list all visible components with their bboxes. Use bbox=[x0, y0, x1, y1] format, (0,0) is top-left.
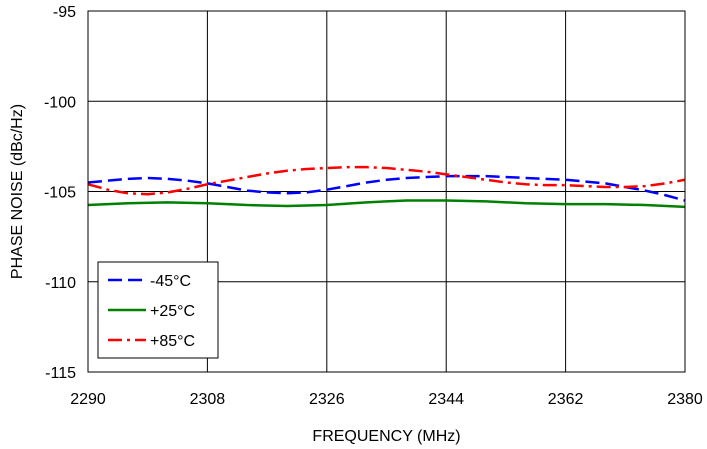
series-line-85c bbox=[87, 165, 686, 196]
plot-area-frame bbox=[87, 10, 686, 373]
x-tick-label: 2344 bbox=[428, 391, 464, 408]
y-tick-label: -100 bbox=[44, 94, 76, 111]
x-tick-label: 2380 bbox=[667, 391, 703, 408]
y-axis-title: PHASE NOISE (dBc/Hz) bbox=[9, 104, 26, 279]
legend-label: +85°C bbox=[150, 333, 195, 350]
x-tick-label: 2290 bbox=[70, 391, 106, 408]
y-tick-label: -105 bbox=[44, 185, 76, 202]
x-tick-labels: 2290 2308 2326 2344 2362 2380 bbox=[70, 391, 703, 408]
y-tick-label: -95 bbox=[53, 4, 76, 21]
y-tick-labels: -95 -100 -105 -110 -115 bbox=[44, 4, 76, 382]
x-tick-label: 2362 bbox=[548, 391, 584, 408]
x-tick-label: 2326 bbox=[309, 391, 345, 408]
series-lines bbox=[87, 165, 686, 209]
legend-label: -45°C bbox=[150, 273, 191, 290]
x-axis-title: FREQUENCY (MHz) bbox=[312, 428, 460, 445]
y-tick-label: -110 bbox=[45, 275, 76, 292]
legend: -45°C +25°C +85°C bbox=[97, 261, 219, 359]
series-line-45c bbox=[87, 174, 686, 202]
x-tick-label: 2308 bbox=[190, 391, 226, 408]
y-tick-label: -115 bbox=[45, 365, 76, 382]
legend-label: +25°C bbox=[150, 303, 195, 320]
series-line-25c bbox=[87, 199, 686, 209]
